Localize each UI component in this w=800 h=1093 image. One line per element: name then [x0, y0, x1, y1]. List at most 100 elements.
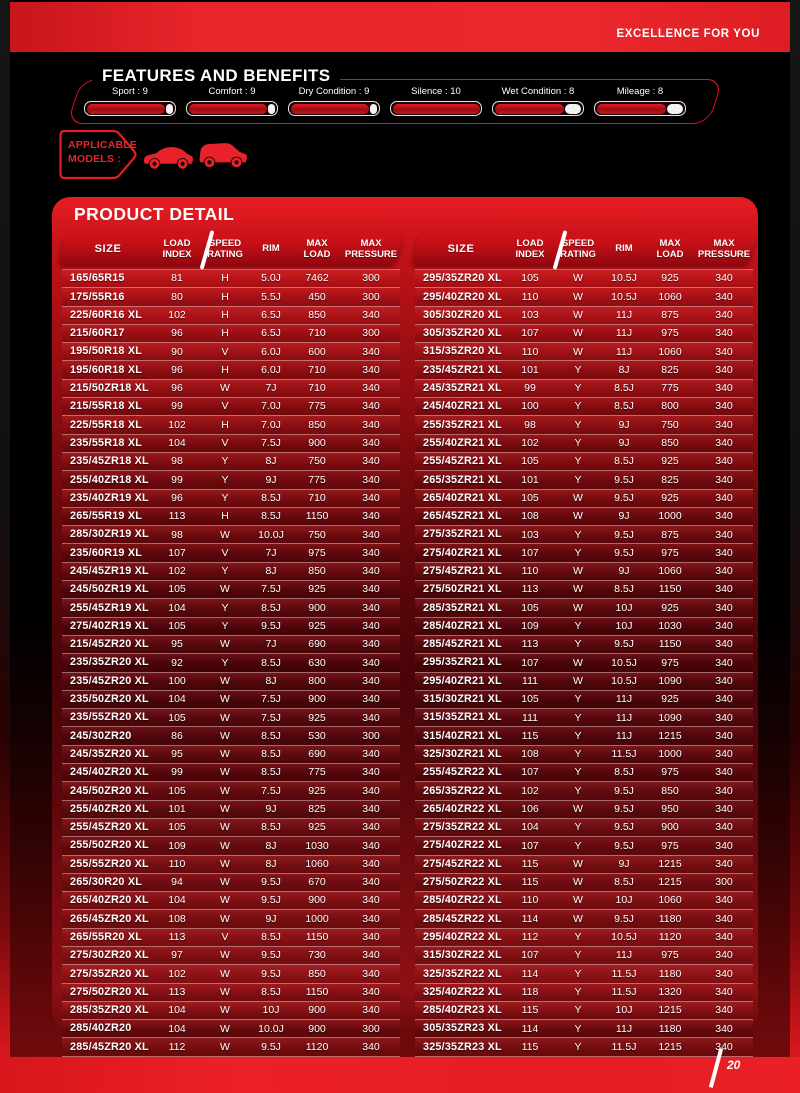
- table-cell: 11.5J: [611, 985, 637, 998]
- table-cell: W: [573, 674, 583, 687]
- table-cell: 450: [308, 290, 326, 303]
- feature-rating-bar: [288, 101, 380, 116]
- table-cell: 107: [521, 839, 539, 852]
- table-row: 165/65R15 81 H 5.0J 7462 300: [62, 269, 400, 288]
- table-cell: 340: [362, 418, 380, 431]
- table-cell: 340: [362, 839, 380, 852]
- table-cell: W: [220, 583, 230, 596]
- table-cell: 11J: [615, 711, 633, 724]
- table-cell: 305/30ZR20 XL: [423, 308, 502, 321]
- left-edge-strip: [0, 0, 10, 1093]
- table-cell: 102: [168, 967, 186, 980]
- spec-table-left: SIZE LOAD INDEX SPEED RATING RIM MAX LOAD MAX…: [57, 230, 405, 1057]
- table-cell: 925: [308, 583, 326, 596]
- table-cell: 8.5J: [261, 748, 281, 761]
- table-row: 285/40ZR21 XL 109 Y 10J 1030 340: [415, 616, 753, 635]
- table-cell: V: [221, 345, 229, 358]
- product-detail-title: PRODUCT DETAIL: [74, 204, 235, 224]
- table-cell: 340: [362, 931, 380, 944]
- table-cell: W: [573, 857, 583, 870]
- table-row: 215/45ZR20 XL 95 W 7J 690 340: [62, 634, 400, 654]
- table-cell: 710: [308, 327, 326, 340]
- table-cell: 1000: [305, 912, 329, 925]
- table-cell: 225/55R18 XL: [70, 418, 143, 431]
- table-cell: Y: [574, 931, 582, 944]
- table-cell: 9.5J: [614, 473, 634, 486]
- table-cell: 340: [715, 620, 733, 633]
- table-row: 275/40ZR21 XL 107 Y 9.5J 975 340: [415, 543, 753, 562]
- table-cell: 109: [168, 839, 186, 852]
- table-cell: 340: [715, 565, 733, 578]
- table-cell: 340: [362, 803, 380, 815]
- table-cell: 107: [521, 656, 539, 669]
- table-cell: 1215: [658, 1004, 682, 1017]
- table-cell: 110: [521, 290, 539, 303]
- table-cell: 9J: [265, 912, 277, 925]
- table-row: 275/35ZR22 XL 104 Y 9.5J 900 340: [415, 817, 753, 837]
- table-cell: 8.5J: [261, 985, 281, 998]
- table-row: 225/55R18 XL 102 H 7.0J 850 340: [62, 415, 400, 434]
- table-cell: 10.0J: [258, 528, 284, 541]
- table-cell: 105: [168, 583, 186, 596]
- table-cell: 10.5J: [611, 674, 637, 687]
- feature-label: Mileage : 8: [616, 86, 664, 97]
- table-cell: 110: [521, 565, 539, 578]
- table-cell: 9.5J: [261, 1040, 281, 1053]
- table-cell: H: [221, 418, 229, 431]
- table-cell: W: [220, 748, 230, 761]
- table-cell: 8.5J: [261, 510, 281, 523]
- table-cell: 235/45ZR18 XL: [70, 455, 149, 468]
- table-cell: H: [221, 510, 229, 523]
- applicable-models-tag: APPLICABLE MODELS :: [58, 129, 140, 180]
- table-cell: 340: [362, 620, 380, 633]
- table-cell: W: [220, 674, 230, 687]
- table-row: 305/35ZR20 XL 107 W 11J 975 340: [415, 323, 753, 343]
- column-header: MAX LOAD: [656, 237, 684, 260]
- table-cell: 295/35ZR21 XL: [423, 656, 502, 669]
- table-row: 235/50ZR20 XL 104 W 7.5J 900 340: [62, 689, 400, 709]
- table-cell: 255/50ZR20 XL: [70, 839, 149, 852]
- table-cell: 340: [362, 711, 380, 724]
- table-cell: Y: [574, 821, 582, 834]
- column-header: SIZE: [447, 243, 475, 256]
- table-cell: 340: [715, 638, 733, 651]
- table-cell: H: [221, 327, 229, 340]
- table-cell: 265/55R19 XL: [70, 510, 143, 523]
- table-cell: 265/35ZR22 XL: [423, 784, 502, 797]
- table-cell: Y: [574, 711, 582, 724]
- table-cell: 105: [168, 784, 186, 797]
- table-cell: 10.5J: [611, 931, 637, 944]
- table-row: 235/45ZR21 XL 101 Y 8J 825 340: [415, 360, 753, 379]
- table-cell: 11.5J: [611, 1040, 637, 1053]
- table-cell: 235/55ZR20 XL: [70, 711, 149, 724]
- table-cell: 340: [362, 491, 380, 504]
- table-cell: 10J: [615, 601, 633, 614]
- table-cell: 9.5J: [261, 894, 281, 907]
- table-cell: 245/35ZR20 XL: [70, 747, 149, 760]
- table-cell: 265/45ZR21 XL: [423, 510, 502, 523]
- applicable-models-label: APPLICABLE MODELS :: [68, 139, 138, 165]
- table-cell: 112: [521, 931, 539, 944]
- table-cell: 900: [308, 894, 326, 907]
- table-cell: W: [220, 711, 230, 724]
- table-cell: 245/50ZR20 XL: [70, 784, 149, 797]
- table-row: 235/55ZR20 XL 105 W 7.5J 925 340: [62, 708, 400, 727]
- table-cell: 340: [715, 528, 733, 541]
- table-cell: 1215: [658, 876, 682, 889]
- table-cell: 6.0J: [261, 363, 281, 376]
- table-cell: 9.5J: [261, 949, 281, 962]
- table-cell: Y: [574, 949, 582, 962]
- table-cell: 275/45ZR21 XL: [423, 565, 502, 577]
- table-row: 325/40ZR22 XL 118 Y 11.5J 1320 340: [415, 982, 753, 1001]
- table-cell: 98: [171, 455, 183, 468]
- table-cell: Y: [574, 528, 582, 541]
- table-cell: 8.5J: [614, 876, 634, 889]
- table-cell: W: [220, 638, 230, 651]
- table-cell: 255/35ZR21 XL: [423, 418, 502, 431]
- table-cell: V: [221, 546, 229, 559]
- table-cell: 925: [308, 711, 326, 724]
- table-row: 245/35ZR20 XL 95 W 8.5J 690 340: [62, 744, 400, 764]
- table-cell: 104: [521, 821, 539, 834]
- table-cell: 1060: [658, 345, 682, 358]
- table-cell: 275/50ZR21 XL: [423, 583, 502, 596]
